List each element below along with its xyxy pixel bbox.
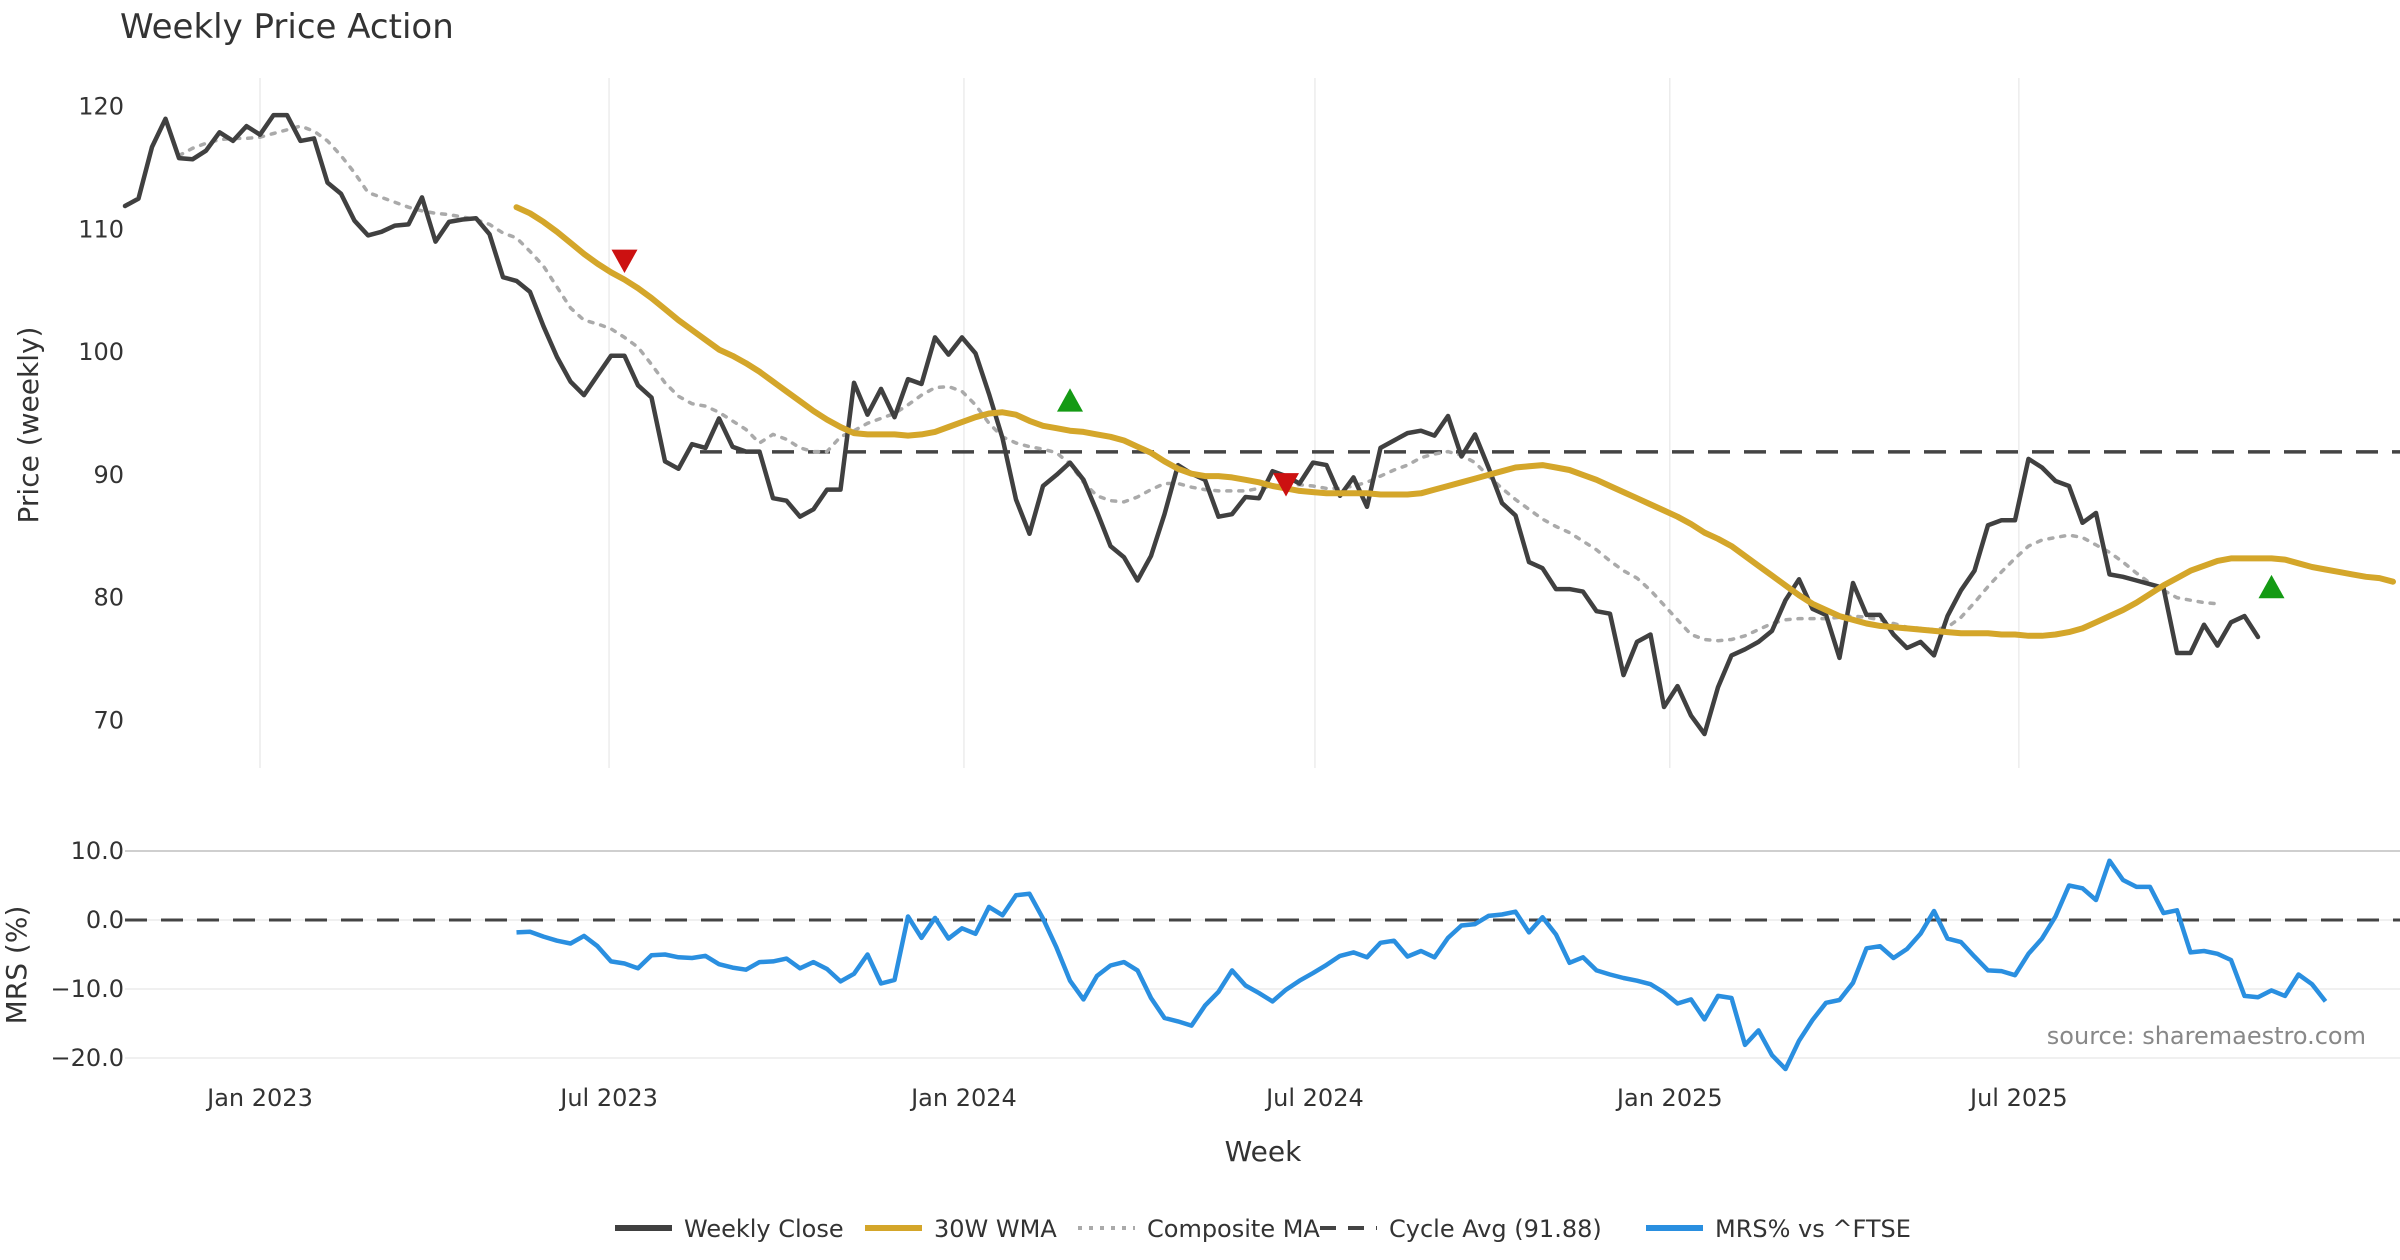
legend-label-4: MRS% vs ^FTSE (1715, 1215, 1911, 1243)
composite-ma-line (177, 124, 2220, 643)
x-tick: Jan 2025 (1615, 1084, 1723, 1112)
x-axis-label: Week (1225, 1135, 1302, 1168)
price-y-tick: 100 (78, 338, 124, 366)
mrs-y-tick: 10.0 (71, 837, 124, 865)
legend-label-3: Cycle Avg (91.88) (1389, 1215, 1602, 1243)
sell-signal-marker-0 (611, 249, 638, 273)
x-tick: Jul 2024 (1264, 1084, 1364, 1112)
legend-label-1: 30W WMA (934, 1215, 1057, 1243)
x-tick: Jan 2024 (909, 1084, 1017, 1112)
x-tick: Jul 2023 (558, 1084, 658, 1112)
price-y-axis-label: Price (weekly) (12, 327, 45, 524)
mrs-y-tick: −10.0 (50, 975, 124, 1003)
mrs-y-axis-label: MRS (%) (0, 906, 33, 1025)
legend: Weekly Close 30W WMA Composite MA Cycle Avg… (615, 1215, 1911, 1243)
price-y-tick: 120 (78, 93, 124, 121)
weekly-close-line (122, 112, 2261, 737)
price-y-tick: 70 (93, 707, 124, 735)
x-tick: Jan 2023 (205, 1084, 313, 1112)
price-y-tick: 80 (93, 584, 124, 612)
source-annotation: source: sharemaestro.com (2047, 1022, 2366, 1050)
price-y-tick: 90 (93, 461, 124, 489)
30w-wma-line (513, 204, 2396, 639)
legend-label-0: Weekly Close (684, 1215, 844, 1243)
mrs-line (516, 858, 2328, 1072)
price-y-tick: 110 (78, 215, 124, 243)
mrs-y-tick: −20.0 (50, 1044, 124, 1072)
x-tick: Jul 2025 (1968, 1084, 2068, 1112)
legend-label-2: Composite MA (1147, 1215, 1320, 1243)
mrs-y-tick: 0.0 (86, 906, 124, 934)
buy-signal-marker-3 (2258, 574, 2285, 599)
sell-signal-marker-2 (1273, 473, 1299, 497)
chart-title: Weekly Price Action (120, 7, 454, 47)
buy-signal-marker-1 (1057, 388, 1083, 412)
